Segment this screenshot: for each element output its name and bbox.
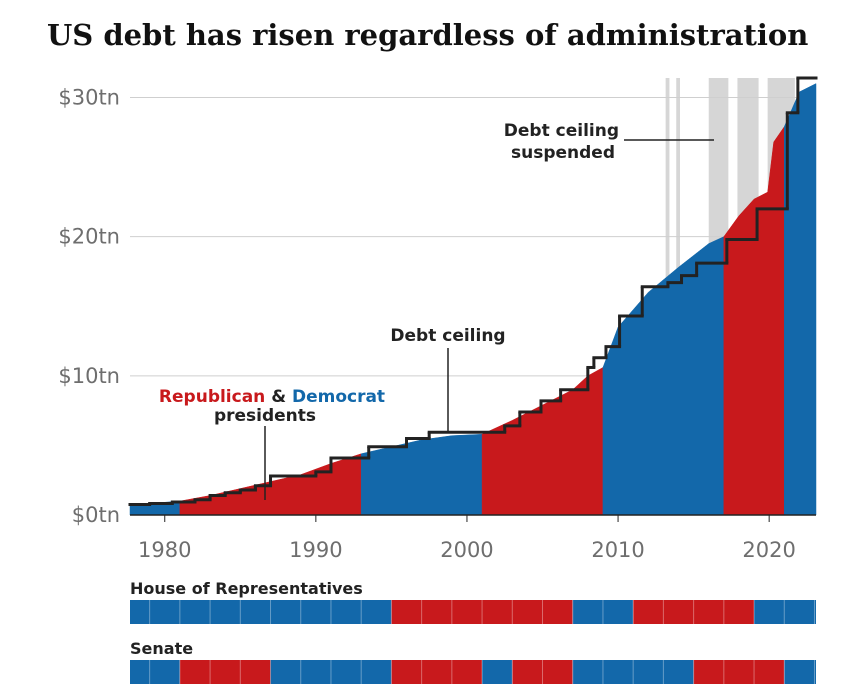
x-tick-label: 2020 (742, 538, 795, 562)
legend: Republican & Democrat (159, 387, 385, 407)
strip-span (482, 660, 513, 684)
chart-title: US debt has risen regardless of administ… (47, 18, 808, 52)
legend-joiner: & (271, 387, 286, 407)
y-tick-label: $10tn (58, 364, 120, 388)
annotation: Debt ceiling (390, 326, 505, 346)
strip-span (270, 660, 392, 684)
strip-span (572, 660, 694, 684)
debt-area (784, 83, 817, 516)
x-tick-label: 1980 (138, 538, 191, 562)
annotation: suspended (511, 143, 615, 163)
x-tick-label: 1990 (289, 538, 342, 562)
legend-item: Republican (159, 387, 265, 407)
x-tick-label: 2000 (440, 538, 493, 562)
strip-span (633, 600, 755, 624)
strip-label: Senate (130, 639, 193, 658)
annotation: Debt ceiling (504, 121, 619, 141)
strip-span (391, 600, 573, 624)
strip-span (754, 600, 816, 624)
strip-span (693, 660, 785, 684)
strip-label: House of Representatives (130, 579, 363, 598)
y-tick-label: $0tn (72, 503, 120, 527)
debt-area (602, 236, 725, 516)
strip-span (572, 600, 634, 624)
strip-span (391, 660, 483, 684)
strip-span (130, 660, 180, 684)
legend-suffix: presidents (214, 406, 316, 426)
strip-span (130, 600, 392, 624)
y-tick-label: $30tn (58, 85, 120, 109)
strip-span (179, 660, 271, 684)
y-tick-label: $20tn (58, 225, 120, 249)
strip-span (784, 660, 816, 684)
strip-span (512, 660, 573, 684)
x-tick-label: 2010 (591, 538, 644, 562)
legend-item: Democrat (292, 387, 385, 407)
